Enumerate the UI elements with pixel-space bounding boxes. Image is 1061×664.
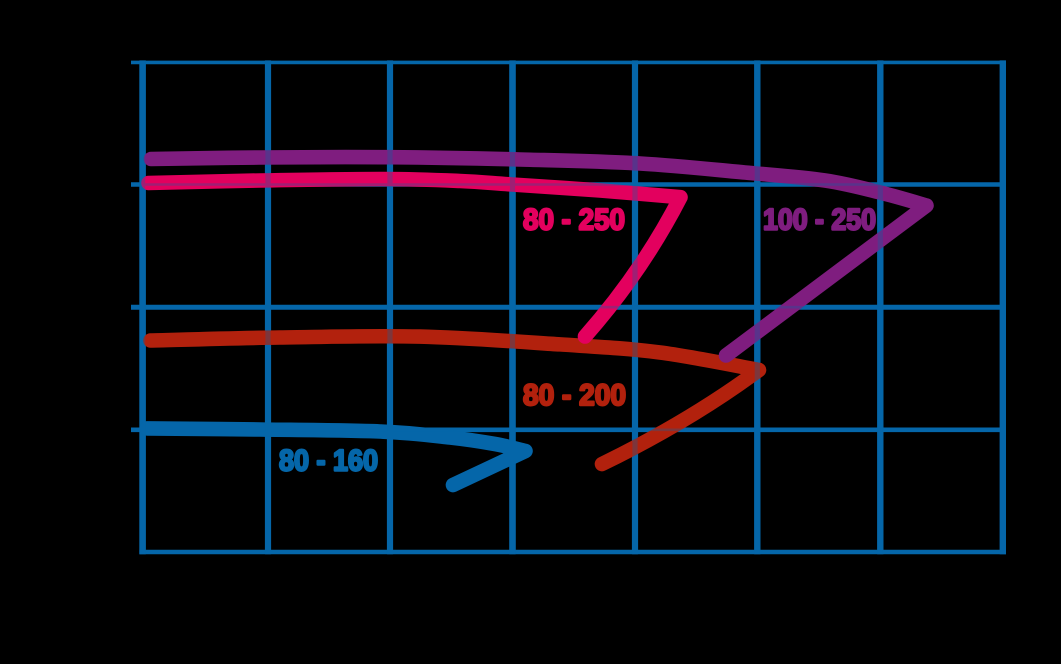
svg-text:80 - 160: 80 - 160 (279, 444, 378, 477)
svg-text:80 - 250: 80 - 250 (523, 204, 625, 237)
svg-text:80 - 200: 80 - 200 (523, 379, 626, 412)
svg-text:100 - 250: 100 - 250 (763, 204, 876, 237)
